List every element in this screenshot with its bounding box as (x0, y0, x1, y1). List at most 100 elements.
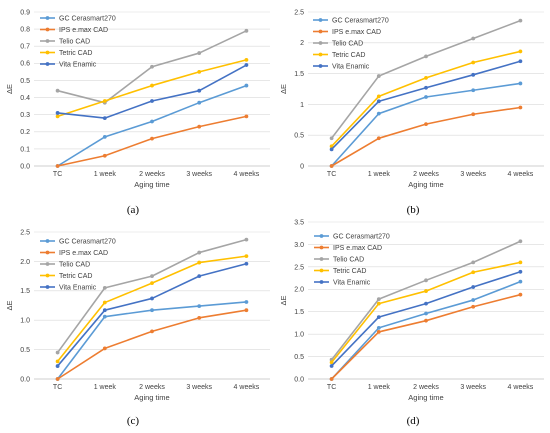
y-tick-label: 2.5 (294, 264, 304, 271)
x-tick-label: TC (53, 171, 62, 178)
legend-swatch-marker (45, 50, 50, 55)
x-axis-title: Aging time (134, 393, 169, 402)
panel-label: (a) (127, 204, 140, 216)
data-point (244, 308, 249, 313)
x-tick-label: 1 week (94, 171, 117, 178)
legend-label: Tetric CAD (59, 273, 92, 280)
legend-label: IPS e.max CAD (332, 29, 381, 36)
x-tick-label: 2 weeks (413, 171, 439, 178)
data-point (150, 296, 154, 301)
data-point (150, 64, 154, 69)
data-point (329, 364, 334, 368)
y-axis-title: ΔE (279, 295, 288, 305)
data-point (244, 261, 249, 266)
y-tick-label: 0.5 (20, 347, 30, 354)
data-point (471, 60, 476, 65)
y-tick-label: 2.0 (20, 259, 30, 266)
series-line (331, 60, 521, 150)
data-point (150, 308, 154, 313)
data-point (197, 124, 202, 129)
legend-swatch-marker (318, 52, 323, 57)
legend-label: Vita Enamic (59, 61, 97, 68)
y-tick-label: 1 (300, 102, 304, 109)
legend-swatch-marker (45, 250, 50, 255)
data-point (376, 315, 381, 319)
data-point (471, 88, 476, 93)
data-point (150, 329, 154, 334)
y-tick-label: 2.5 (294, 9, 304, 16)
data-point (424, 95, 428, 99)
data-point (424, 76, 428, 80)
x-axis-title: Aging time (408, 180, 443, 189)
panel-label: (b) (407, 204, 420, 216)
legend-label: Tetric CAD (333, 268, 366, 275)
data-point (376, 74, 381, 78)
x-tick-label: 4 weeks (508, 384, 534, 391)
legend-label: Telio CAD (59, 38, 90, 45)
data-point (376, 297, 381, 302)
data-point (150, 136, 154, 141)
x-tick-label: 3 weeks (186, 171, 212, 178)
data-point (329, 164, 334, 168)
data-point (329, 360, 334, 365)
data-point (518, 59, 523, 64)
y-tick-label: 2.0 (294, 287, 304, 294)
legend-swatch-marker (318, 29, 323, 34)
data-point (376, 94, 381, 99)
legend-label: IPS e.max CAD (59, 250, 108, 257)
y-tick-label: 2.5 (20, 229, 30, 236)
legend-swatch-marker (319, 257, 324, 261)
data-point (102, 314, 107, 319)
data-point (376, 301, 381, 306)
data-point (471, 112, 476, 117)
y-tick-label: 0 (300, 163, 304, 170)
y-tick-label: 0.2 (20, 129, 30, 136)
x-tick-label: 3 weeks (460, 171, 486, 178)
data-point (518, 105, 523, 110)
series-line (57, 115, 247, 167)
data-point (376, 99, 381, 104)
data-point (244, 83, 249, 88)
panel-label: (d) (407, 415, 420, 427)
legend-label: Telio CAD (333, 256, 364, 263)
data-point (376, 330, 381, 334)
series-line (57, 309, 247, 380)
y-axis-title: ΔE (5, 84, 14, 94)
legend-swatch-marker (45, 62, 50, 66)
data-point (424, 122, 428, 127)
legend-label: GC Cerasmart270 (59, 238, 116, 245)
x-tick-label: 2 weeks (139, 171, 165, 178)
legend-swatch-marker (318, 41, 323, 45)
data-point (518, 81, 523, 86)
data-point (518, 269, 523, 274)
y-tick-label: 0.8 (20, 27, 30, 34)
data-point (518, 292, 523, 297)
legend-swatch-marker (319, 245, 324, 250)
data-point (55, 359, 60, 364)
legend-swatch-marker (45, 16, 50, 20)
x-tick-label: TC (327, 384, 336, 391)
legend-label: Vita Enamic (332, 63, 370, 70)
legend-label: GC Cerasmart270 (332, 17, 389, 24)
data-point (244, 63, 249, 67)
data-point (197, 88, 202, 93)
legend-label: IPS e.max CAD (333, 245, 382, 252)
y-tick-label: 2 (300, 40, 304, 47)
data-point (55, 350, 60, 355)
data-point (197, 100, 202, 105)
legend-swatch-marker (318, 64, 323, 68)
data-point (329, 377, 334, 381)
y-tick-label: 0.0 (294, 376, 304, 383)
x-tick-label: 4 weeks (234, 171, 260, 178)
data-point (55, 164, 60, 168)
legend-swatch-marker (45, 285, 50, 289)
data-point (329, 144, 334, 149)
data-point (518, 18, 523, 23)
data-point (150, 274, 154, 278)
x-tick-label: TC (327, 171, 336, 178)
data-point (244, 114, 249, 119)
x-axis-title: Aging time (134, 180, 169, 189)
data-point (471, 36, 476, 41)
legend-swatch-marker (45, 239, 50, 243)
data-point (244, 300, 249, 304)
